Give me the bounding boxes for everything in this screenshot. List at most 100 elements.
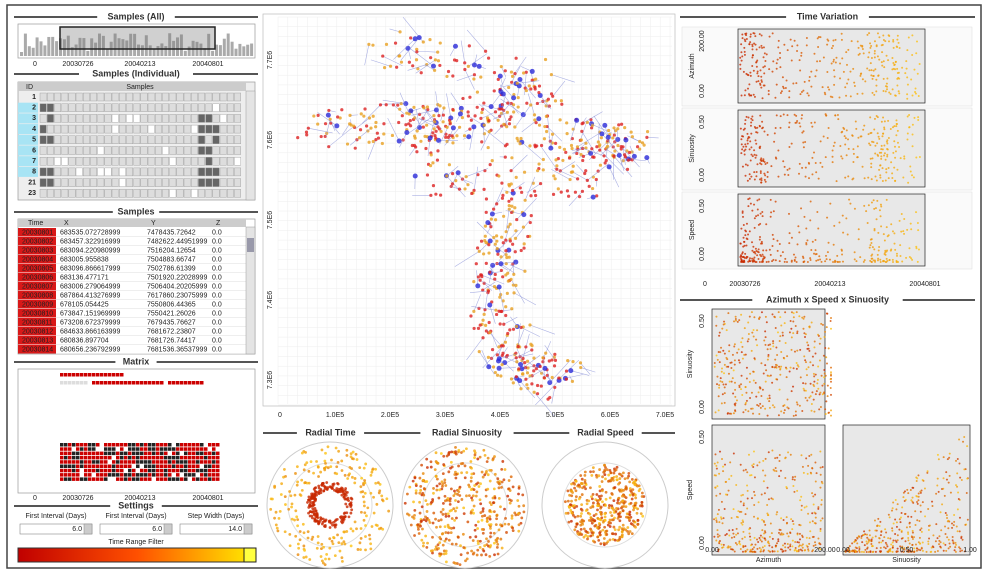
radial-point — [288, 533, 291, 536]
map-point — [510, 156, 513, 159]
matrix-cell — [212, 443, 216, 447]
map-point — [579, 361, 582, 364]
matrix-cell — [144, 465, 148, 469]
radial-point — [440, 553, 443, 556]
scatter-point — [806, 342, 808, 344]
time-point — [917, 119, 919, 121]
scatter-point — [749, 536, 751, 538]
matrix-cell — [200, 473, 204, 477]
time-range-filter[interactable] — [18, 548, 256, 562]
map-point — [534, 145, 537, 148]
time-point — [750, 133, 752, 135]
map — [263, 14, 675, 406]
matrix-cell — [212, 469, 216, 473]
time-point — [873, 70, 875, 72]
scatter-point — [811, 403, 813, 405]
radial-point — [634, 497, 637, 500]
matrix-cell — [192, 469, 196, 473]
radial-point — [609, 511, 612, 514]
time-point — [779, 243, 781, 245]
sample-cell — [105, 157, 111, 165]
scatter-point — [723, 517, 725, 519]
matrix-cell — [208, 443, 212, 447]
radial-point — [607, 474, 610, 477]
map-point — [505, 125, 508, 128]
map-point — [448, 119, 451, 122]
radial-point — [618, 519, 621, 522]
radial-point — [445, 550, 448, 553]
matrix-cell — [116, 469, 120, 473]
selection[interactable] — [60, 27, 215, 49]
sample-cell — [98, 125, 104, 133]
radial-point — [442, 544, 445, 547]
scrollbar[interactable] — [246, 91, 255, 200]
map-point — [496, 247, 499, 250]
radial-point — [374, 468, 377, 471]
radial-point — [418, 532, 421, 535]
matrix-cell — [88, 456, 92, 460]
table-cell: 20030803 — [22, 247, 53, 254]
radial-point — [424, 499, 427, 502]
time-point — [744, 39, 746, 41]
radial-point — [449, 497, 452, 500]
filter-handle[interactable] — [244, 548, 256, 562]
sample-cell — [69, 114, 75, 122]
matrix-cell — [180, 381, 184, 385]
radial-point — [628, 513, 631, 516]
sample-cell — [141, 157, 147, 165]
time-point — [876, 218, 878, 220]
time-point — [755, 215, 757, 217]
map-point — [426, 173, 429, 176]
time-point — [892, 152, 894, 154]
column-header: Samples — [126, 84, 154, 91]
radial-point — [430, 466, 433, 469]
scatter-point — [723, 544, 725, 546]
radial-point — [593, 541, 596, 544]
time-point — [847, 234, 849, 236]
spinner-button[interactable] — [244, 524, 252, 534]
scatter-point — [784, 477, 786, 479]
time-point — [873, 128, 875, 130]
radial-point — [466, 552, 469, 555]
scroll-thumb[interactable] — [247, 238, 254, 252]
y-tick-label: 0.00 — [699, 84, 706, 98]
y-axis-label: Speed — [689, 220, 696, 240]
matrix-cell — [196, 465, 200, 469]
radial-point — [294, 494, 297, 497]
scatter-point — [721, 328, 723, 330]
scatter-point — [725, 494, 727, 496]
map-point — [440, 130, 443, 133]
scatter-point — [753, 463, 755, 465]
radial-point — [363, 479, 366, 482]
time-point — [784, 174, 786, 176]
scatter-point — [771, 313, 773, 315]
sample-cell — [155, 168, 161, 176]
matrix-cell — [148, 477, 152, 481]
time-point — [761, 47, 763, 49]
spinner-button[interactable] — [84, 524, 92, 534]
time-point — [888, 177, 890, 179]
radial-point — [354, 520, 357, 523]
map-point — [354, 147, 357, 150]
timeline-bar — [223, 39, 226, 56]
time-point — [908, 247, 910, 249]
map-point — [512, 110, 515, 113]
radial-point — [346, 498, 349, 501]
time-point — [743, 71, 745, 73]
matrix-cell — [76, 469, 80, 473]
scatter-point — [719, 332, 721, 334]
matrix-cell — [212, 456, 216, 460]
time-point — [762, 160, 764, 162]
map-point — [489, 163, 492, 166]
radial-point — [328, 558, 331, 561]
time-point — [912, 94, 914, 96]
scatter-point — [761, 540, 763, 542]
scatter-point — [788, 535, 790, 537]
spinner-button[interactable] — [164, 524, 172, 534]
radial-point — [321, 560, 324, 563]
scatter-point — [792, 476, 794, 478]
scatter-point — [722, 350, 724, 352]
time-point — [833, 225, 835, 227]
time-point — [743, 237, 745, 239]
radial-point — [335, 465, 338, 468]
